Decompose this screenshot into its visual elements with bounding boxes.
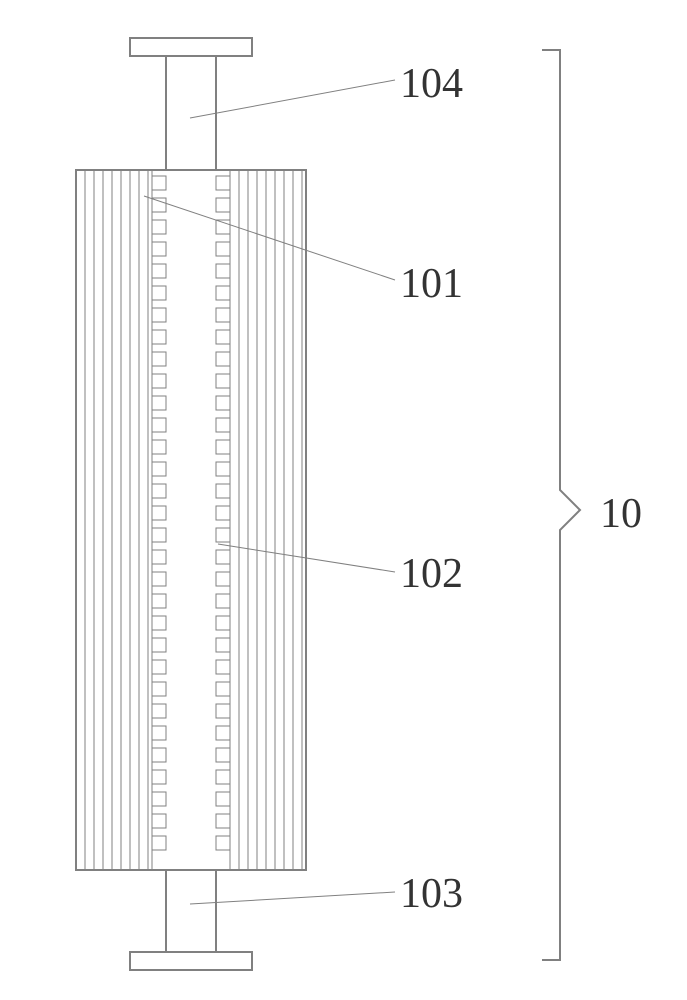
label-101: 101 xyxy=(400,260,463,308)
label-104: 104 xyxy=(400,60,463,108)
diagram-svg xyxy=(0,0,687,1000)
label-10: 10 xyxy=(600,490,642,538)
label-102: 102 xyxy=(400,550,463,598)
label-103: 103 xyxy=(400,870,463,918)
